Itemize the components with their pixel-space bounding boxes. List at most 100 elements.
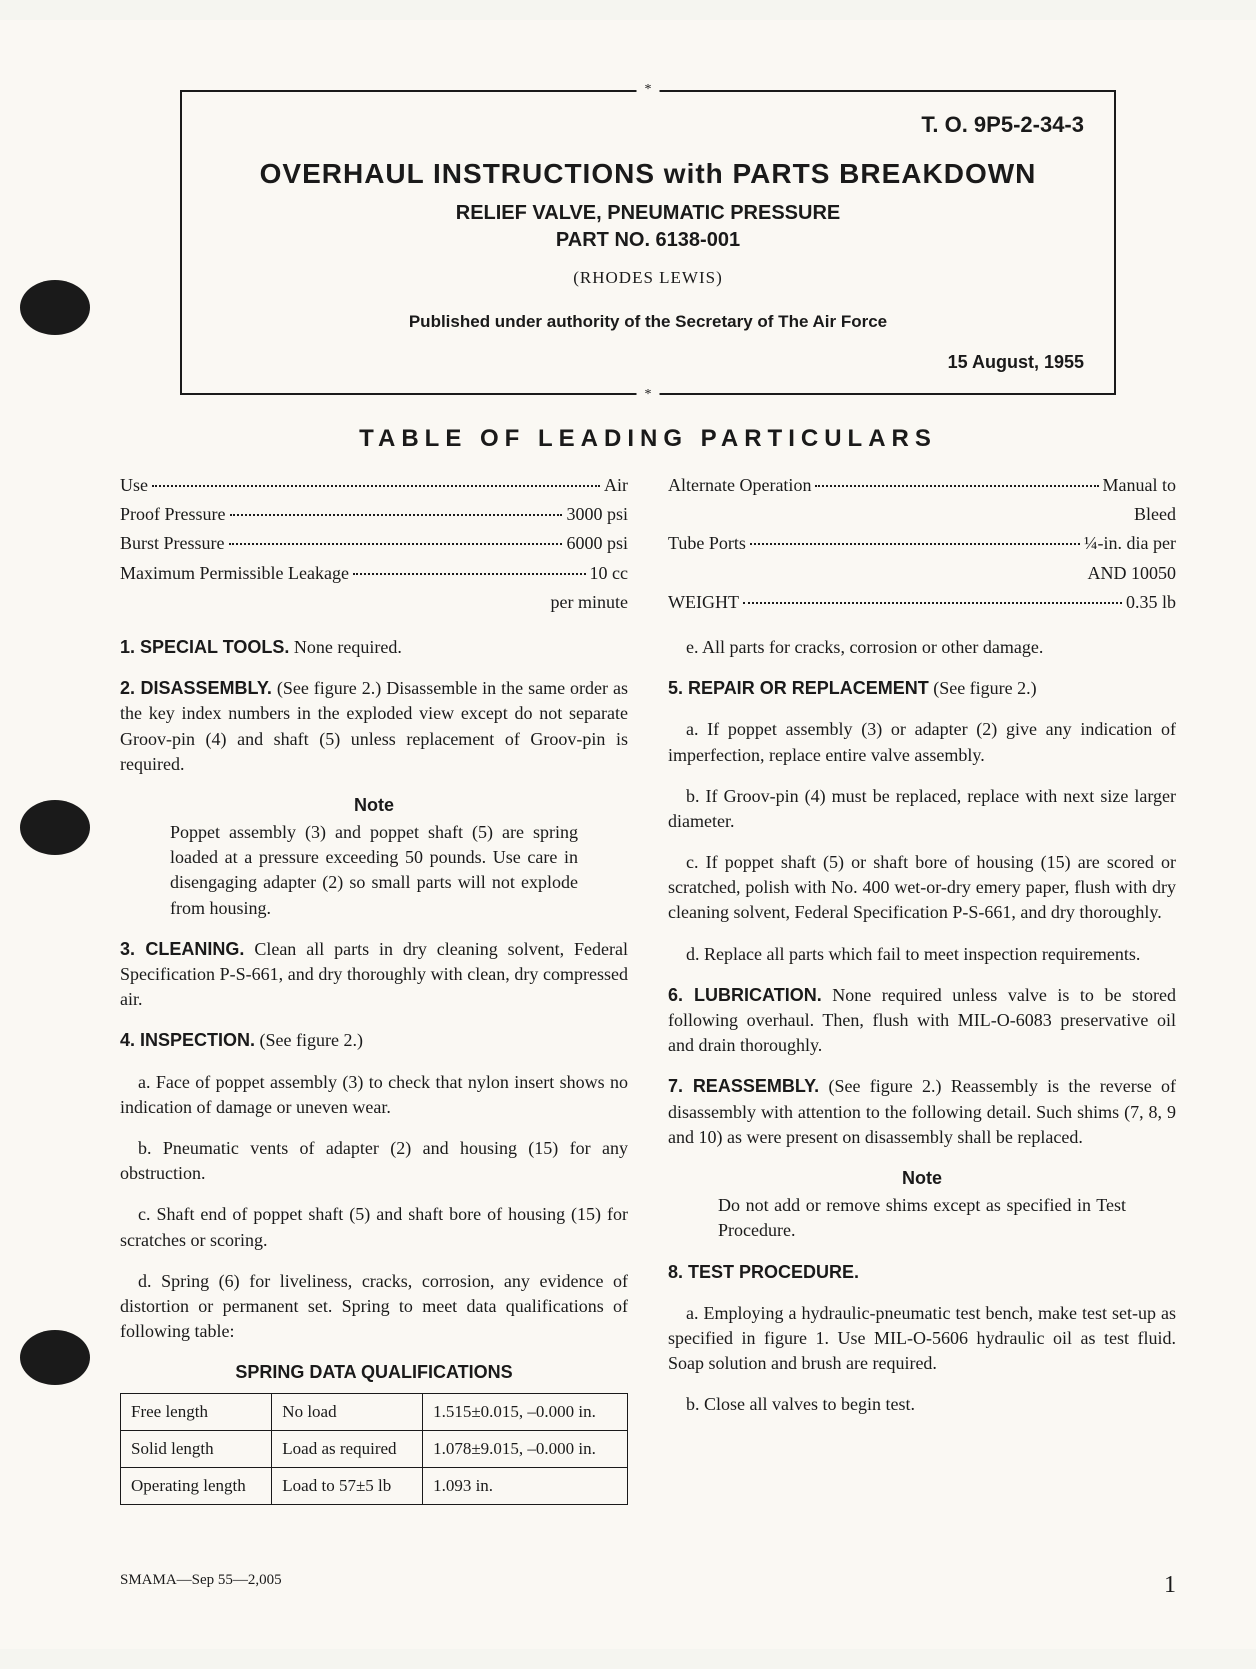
binding-hole (20, 1330, 90, 1385)
body-columns: 1. SPECIAL TOOLS. None required. 2. DISA… (120, 635, 1176, 1521)
manufacturer: (RHODES LEWIS) (212, 268, 1084, 288)
publication-date: 15 August, 1955 (212, 352, 1084, 373)
particular-value: 3000 psi (566, 502, 628, 527)
sub-title: RELIEF VALVE, PNEUMATIC PRESSURE (212, 202, 1084, 225)
particulars-columns: Use Air Proof Pressure 3000 psi Burst Pressu… (120, 473, 1176, 619)
particular-value: 6000 psi (566, 531, 628, 556)
footer-left: SMAMA—Sep 55—2,005 (120, 1572, 282, 1599)
section-5c: c. If poppet shaft (5) or shaft bore of … (668, 850, 1176, 926)
particular-row: Alternate Operation Manual to (668, 473, 1176, 498)
section-4: 4. INSPECTION. (See figure 2.) (120, 1028, 628, 1053)
particular-value: 10 cc (590, 561, 628, 586)
section-6: 6. LUBRICATION. None required unless val… (668, 983, 1176, 1059)
table-cell: Solid length (121, 1431, 272, 1468)
particular-value: Air (604, 473, 628, 498)
section-3-head: 3. CLEANING. (120, 939, 244, 959)
particular-value: ¼-in. dia per (1084, 531, 1176, 556)
note-1-body: Poppet assembly (3) and poppet shaft (5)… (120, 820, 628, 921)
section-2-head: 2. DISASSEMBLY. (120, 678, 272, 698)
particulars-right: Alternate Operation Manual to Bleed Tube Po… (668, 473, 1176, 619)
section-5b: b. If Groov-pin (4) must be replaced, re… (668, 784, 1176, 834)
dotted-leader (750, 543, 1080, 545)
particular-row: Tube Ports ¼-in. dia per (668, 531, 1176, 556)
binding-hole (20, 280, 90, 335)
section-8b: b. Close all valves to begin test. (668, 1392, 1176, 1417)
section-1-body: None required. (289, 637, 401, 657)
particular-row: WEIGHT 0.35 lb (668, 590, 1176, 615)
section-8a: a. Employing a hydraulic-pneumatic test … (668, 1301, 1176, 1377)
section-4d: d. Spring (6) for liveliness, cracks, co… (120, 1269, 628, 1345)
table-cell: 1.093 in. (423, 1468, 628, 1505)
right-column: e. All parts for cracks, corrosion or ot… (668, 635, 1176, 1521)
table-cell: Operating length (121, 1468, 272, 1505)
particular-label: Use (120, 473, 148, 498)
particular-row: Proof Pressure 3000 psi (120, 502, 628, 527)
section-4-body: (See figure 2.) (255, 1030, 363, 1050)
section-4-head: 4. INSPECTION. (120, 1030, 255, 1050)
document-number: T. O. 9P5-2-34-3 (212, 112, 1084, 138)
main-title: OVERHAUL INSTRUCTIONS with PARTS BREAKDO… (212, 158, 1084, 190)
particular-label: Burst Pressure (120, 531, 225, 556)
particulars-left: Use Air Proof Pressure 3000 psi Burst Pressu… (120, 473, 628, 619)
particular-value: Manual to (1103, 473, 1177, 498)
particular-label: Alternate Operation (668, 473, 811, 498)
section-5-head: 5. REPAIR OR REPLACEMENT (668, 678, 929, 698)
particular-row: Use Air (120, 473, 628, 498)
table-row: Operating lengthLoad to 57±5 lb1.093 in. (121, 1468, 628, 1505)
section-4e: e. All parts for cracks, corrosion or ot… (668, 635, 1176, 660)
section-3: 3. CLEANING. Clean all parts in dry clea… (120, 937, 628, 1013)
table-cell: Load to 57±5 lb (272, 1468, 423, 1505)
section-7: 7. REASSEMBLY. (See figure 2.) Reassembl… (668, 1074, 1176, 1150)
section-1-head: 1. SPECIAL TOOLS. (120, 637, 289, 657)
note-2-title: Note (668, 1166, 1176, 1191)
note-1-title: Note (120, 793, 628, 818)
dotted-leader (152, 485, 600, 487)
section-5a: a. If poppet assembly (3) or adapter (2)… (668, 717, 1176, 767)
particular-label: Maximum Permissible Leakage (120, 561, 349, 586)
section-8-head: 8. TEST PROCEDURE. (668, 1262, 859, 1282)
particular-label: Proof Pressure (120, 502, 226, 527)
section-4b: b. Pneumatic vents of adapter (2) and ho… (120, 1136, 628, 1186)
section-2: 2. DISASSEMBLY. (See figure 2.) Disassem… (120, 676, 628, 777)
section-6-head: 6. LUBRICATION. (668, 985, 822, 1005)
table-cell: Free length (121, 1394, 272, 1431)
table-cell: 1.515±0.015, –0.000 in. (423, 1394, 628, 1431)
dotted-leader (353, 573, 586, 575)
section-4a: a. Face of poppet assembly (3) to check … (120, 1070, 628, 1120)
particular-continuation: per minute (120, 590, 628, 615)
dotted-leader (230, 514, 563, 516)
table-row: Free lengthNo load1.515±0.015, –0.000 in… (121, 1394, 628, 1431)
particulars-title: TABLE OF LEADING PARTICULARS (120, 425, 1176, 453)
particular-label: Tube Ports (668, 531, 746, 556)
particular-continuation: AND 10050 (668, 561, 1176, 586)
section-1: 1. SPECIAL TOOLS. None required. (120, 635, 628, 660)
section-5: 5. REPAIR OR REPLACEMENT (See figure 2.) (668, 676, 1176, 701)
page-footer: SMAMA—Sep 55—2,005 1 (120, 1572, 1176, 1599)
section-5-body: (See figure 2.) (929, 678, 1037, 698)
dotted-leader (815, 485, 1098, 487)
dotted-leader (229, 543, 563, 545)
table-cell: Load as required (272, 1431, 423, 1468)
section-5d: d. Replace all parts which fail to meet … (668, 942, 1176, 967)
table-cell: No load (272, 1394, 423, 1431)
particular-continuation: Bleed (668, 502, 1176, 527)
spring-data-table: Free lengthNo load1.515±0.015, –0.000 in… (120, 1393, 628, 1504)
particular-value: 0.35 lb (1126, 590, 1176, 615)
section-8: 8. TEST PROCEDURE. (668, 1260, 1176, 1285)
header-box: T. O. 9P5-2-34-3 OVERHAUL INSTRUCTIONS w… (180, 90, 1116, 395)
particular-row: Maximum Permissible Leakage 10 cc (120, 561, 628, 586)
document-page: T. O. 9P5-2-34-3 OVERHAUL INSTRUCTIONS w… (0, 20, 1256, 1649)
table-cell: 1.078±9.015, –0.000 in. (423, 1431, 628, 1468)
table-row: Solid lengthLoad as required1.078±9.015,… (121, 1431, 628, 1468)
particular-row: Burst Pressure 6000 psi (120, 531, 628, 556)
page-number: 1 (1164, 1572, 1176, 1599)
part-number: PART NO. 6138-001 (212, 229, 1084, 252)
particular-label: WEIGHT (668, 590, 739, 615)
dotted-leader (743, 602, 1122, 604)
authority-line: Published under authority of the Secreta… (212, 312, 1084, 332)
note-2-body: Do not add or remove shims except as spe… (668, 1193, 1176, 1243)
section-4c: c. Shaft end of poppet shaft (5) and sha… (120, 1202, 628, 1252)
section-7-head: 7. REASSEMBLY. (668, 1076, 819, 1096)
binding-hole (20, 800, 90, 855)
left-column: 1. SPECIAL TOOLS. None required. 2. DISA… (120, 635, 628, 1521)
